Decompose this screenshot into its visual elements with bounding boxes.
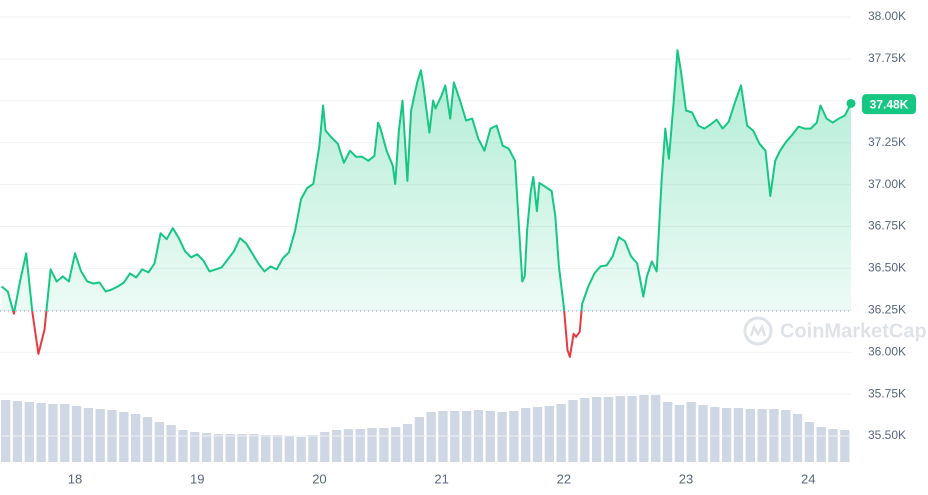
volume-bar [83,408,94,462]
y-tick-label: 38.00K [868,9,906,23]
last-price-label: 37.48K [870,97,909,111]
volume-bar [532,407,543,462]
volume-bar [237,434,247,462]
volume-bar [698,405,708,462]
volume-bar [178,430,188,462]
volume-bar [284,436,294,462]
volume-bar [792,414,803,462]
volume-bar [591,397,602,462]
volume-bar [710,407,720,462]
watermark: CoinMarketCap [743,316,927,346]
volume-bar [308,435,318,462]
volume-bar [568,400,578,462]
volume-bar [190,432,200,462]
x-tick-label: 20 [312,471,326,486]
volume-bar [343,429,354,462]
watermark-text: CoinMarketCap [780,320,927,342]
volume-bar [166,425,176,462]
volume-bar [355,429,365,462]
volume-bar [379,428,389,462]
volume-bar [201,433,212,462]
volume-bar [142,417,153,462]
volume-bar [60,404,70,462]
volume-bar [556,404,566,462]
volume-bar [733,408,744,462]
volume-bar [497,412,507,462]
volume-bar [261,435,271,462]
volume-bar [12,401,23,462]
y-tick-label: 36.75K [868,219,906,233]
volume-bar [71,406,82,462]
volume-bar [580,398,590,462]
volume-bar [521,408,531,462]
volume-bar [414,417,424,462]
volume-bar [391,427,401,462]
volume-bar [627,396,637,462]
volume [1,395,850,462]
volume-bar [213,434,224,462]
volume-bar [639,395,649,462]
last-price-tag [862,94,916,115]
volume-bar [367,428,377,462]
volume-bar [651,395,661,462]
area-up [1,50,851,311]
volume-bar [119,412,129,462]
logo [743,316,773,346]
volume-bar [544,406,555,462]
x-tick-label: 21 [434,471,448,486]
last-point [846,98,856,108]
price-line-up [1,49,852,311]
plot [0,49,856,358]
y-tick-label: 37.25K [868,135,906,149]
volume-bar [48,404,58,462]
y-tick-label: 36.25K [868,302,906,316]
y-tick-label: 36.00K [868,344,906,358]
volume-bar [828,429,838,462]
volume-bar [615,396,625,462]
x-tick-label: 22 [557,471,571,486]
volume-bar [296,437,306,462]
y-tick-label: 37.00K [868,177,906,191]
y-tick-label: 36.50K [868,261,906,275]
volume-bar [249,434,259,462]
x-tick-label: 23 [679,471,693,486]
x-tick-label: 18 [68,471,82,486]
y-tick-label: 37.75K [868,51,906,65]
volume-bar [721,408,732,462]
volume-bar [331,430,342,462]
y-tick-label: 35.75K [868,386,906,400]
volume-bar [320,432,330,462]
volume-bar [1,400,11,462]
volume-bar [674,405,685,462]
volume-bar [24,402,34,462]
volume-bar [804,422,815,462]
logo-mark [749,323,767,337]
volume-bar [225,434,235,462]
volume-bar [272,435,283,462]
axis: 35.50K 35.75K 36.00K 36.25K 36.50K 36.75K 37.0… [68,9,916,486]
y-tick-label: 35.50K [868,428,906,442]
volume-bar [154,422,164,462]
volume-bar [402,424,413,462]
volume-bar [840,430,850,462]
volume-bar [426,412,436,462]
volume-bar [603,397,614,462]
x-tick-label: 24 [801,471,815,486]
volume-bar [686,402,696,462]
volume-bar [131,414,141,462]
volume-bar [36,403,46,462]
volume-bar [816,427,826,462]
x-tick-label: 19 [190,471,204,486]
volume-bar [662,402,673,462]
